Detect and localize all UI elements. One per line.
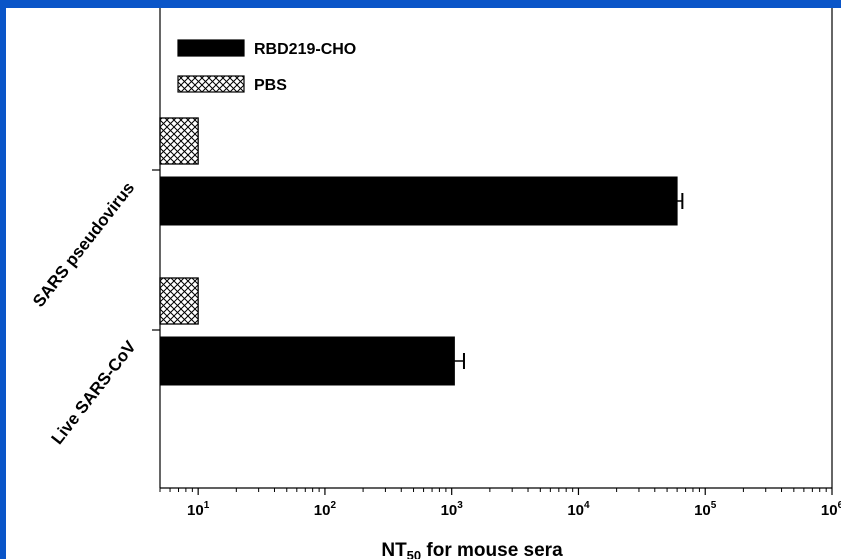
bar-rbd219-cho — [159, 336, 455, 386]
x-tick-base: 10 — [187, 502, 204, 519]
x-tick-base: 10 — [694, 502, 711, 519]
x-tick-exponent: 5 — [711, 500, 717, 511]
x-label-main: NT — [381, 540, 407, 559]
x-tick-exponent: 1 — [204, 500, 210, 511]
chart-legend: RBD219-CHO PBS — [177, 39, 356, 94]
legend-label: PBS — [254, 77, 287, 94]
x-tick-base: 10 — [567, 502, 584, 519]
x-label-rest: for mouse sera — [421, 540, 563, 559]
legend-label: RBD219-CHO — [254, 41, 356, 58]
x-tick-exponent: 2 — [330, 500, 336, 511]
category-labels-group: SARS pseudovirus Live SARS-CoV — [29, 178, 140, 448]
y-category-label: Live SARS-CoV — [48, 337, 141, 448]
x-label-subscript: 50 — [407, 548, 421, 559]
x-tick-label: 106 — [821, 500, 841, 519]
bar-pbs — [159, 277, 199, 325]
x-axis-label: NT50 for mouse sera — [381, 540, 563, 559]
chart-frame: RBD219-CHO PBS 101 102 103 104 105 106 SARS ps… — [6, 8, 841, 559]
bar-pbs — [159, 117, 199, 165]
y-category-label: SARS pseudovirus — [29, 178, 138, 310]
x-tick-label: 102 — [314, 500, 337, 519]
x-tick-label: 103 — [441, 500, 464, 519]
bars-group — [152, 117, 684, 386]
x-tick-exponent: 6 — [838, 500, 841, 511]
x-tick-label: 104 — [567, 500, 590, 519]
x-tick-label: 105 — [694, 500, 717, 519]
x-tick-base: 10 — [441, 502, 458, 519]
x-tick-label: 101 — [187, 500, 210, 519]
x-tick-base: 10 — [821, 502, 838, 519]
legend-swatch — [177, 75, 245, 93]
legend-swatch — [177, 39, 245, 57]
bar-rbd219-cho — [159, 176, 678, 226]
x-tick-exponent: 4 — [584, 500, 590, 511]
x-tick-base: 10 — [314, 502, 331, 519]
x-ticks-group: 101 102 103 104 105 106 — [159, 488, 841, 519]
axes-group — [159, 8, 833, 489]
x-tick-exponent: 3 — [457, 500, 463, 511]
